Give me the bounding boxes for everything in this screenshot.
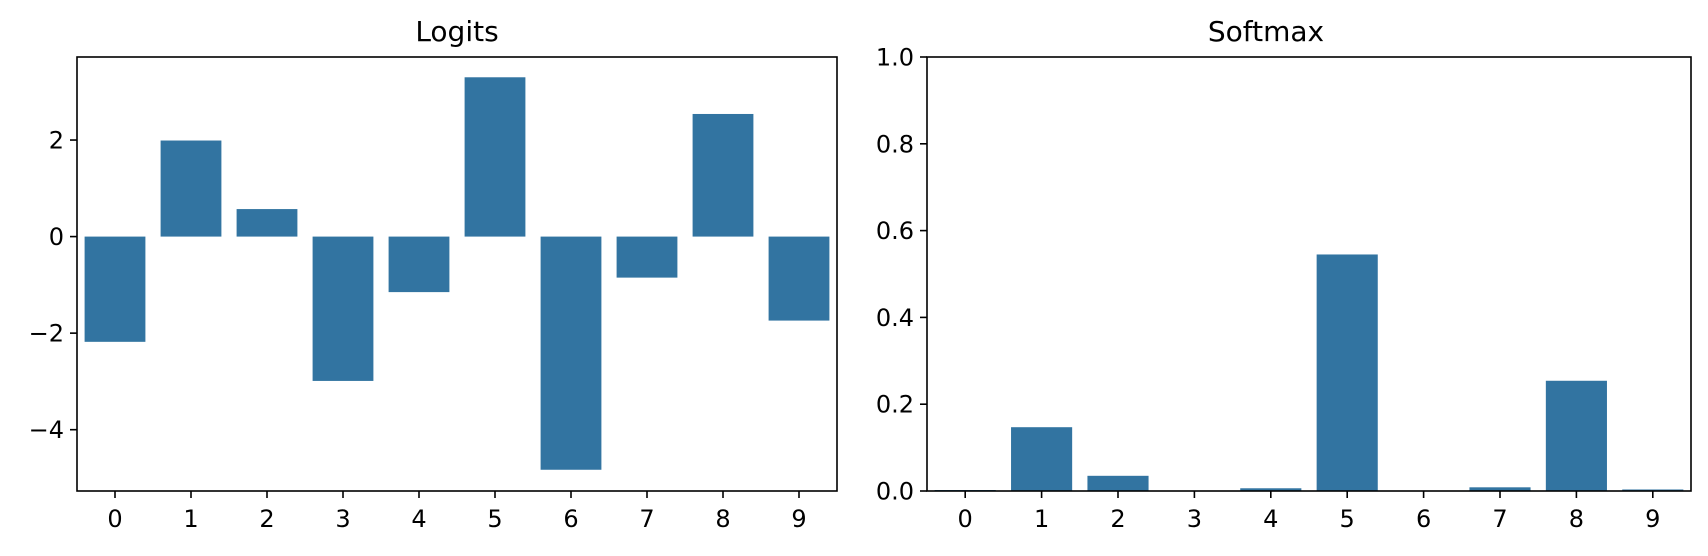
softmax-x-tick-label: 7 <box>1492 505 1507 533</box>
logits-x-tick-label: 2 <box>259 505 274 533</box>
softmax-bar-5 <box>1316 254 1378 491</box>
softmax-x-tick-label: 5 <box>1340 505 1355 533</box>
logits-y-tick-label: 0 <box>49 223 64 251</box>
logits-x-tick-label: 6 <box>563 505 578 533</box>
logits-x-tick-label: 4 <box>411 505 426 533</box>
logits-x-tick-label: 0 <box>107 505 122 533</box>
softmax-x-tick-label: 4 <box>1263 505 1278 533</box>
softmax-x-tick-label: 8 <box>1569 505 1584 533</box>
softmax-y-tick-label: 0.6 <box>876 217 914 245</box>
softmax-bar-1 <box>1011 427 1073 491</box>
softmax-y-axis: 0.0 0.2 0.4 0.6 0.8 1.0 <box>876 44 927 506</box>
logits-y-tick-label: −4 <box>29 416 64 444</box>
softmax-chart-title: Softmax <box>1208 15 1324 48</box>
softmax-bar-4 <box>1240 488 1302 491</box>
logits-x-tick-label: 5 <box>487 505 502 533</box>
logits-y-axis: −4 −2 0 2 <box>29 127 77 444</box>
logits-x-tick-label: 8 <box>715 505 730 533</box>
softmax-y-tick-label: 0.4 <box>876 304 914 332</box>
softmax-axes-frame <box>926 56 1692 492</box>
logits-x-tick-label: 3 <box>335 505 350 533</box>
logits-x-tick-label: 7 <box>639 505 654 533</box>
softmax-x-axis: 0 1 2 3 4 5 6 7 8 9 <box>958 491 1660 533</box>
softmax-chart: Softmax 0 1 2 3 4 5 6 7 8 9 0.0 0.2 0.4 0.6 0.8 1.0 <box>876 15 1692 533</box>
softmax-bar-2 <box>1087 475 1149 491</box>
softmax-y-tick-label: 0.0 <box>876 478 914 506</box>
logits-x-axis: 0 1 2 3 4 5 6 7 8 9 <box>107 491 807 533</box>
logits-bar-6 <box>540 236 602 470</box>
logits-bar-7 <box>616 236 678 278</box>
logits-chart: Logits 0 1 2 3 4 5 6 7 8 9 −4 −2 0 2 <box>29 15 838 533</box>
softmax-y-tick-label: 1.0 <box>876 44 914 72</box>
logits-bar-2 <box>236 209 298 237</box>
logits-y-tick-label: −2 <box>29 320 64 348</box>
logits-chart-title: Logits <box>415 15 498 48</box>
softmax-y-tick-label: 0.8 <box>876 130 914 158</box>
softmax-bars <box>934 254 1684 491</box>
softmax-x-tick-label: 2 <box>1110 505 1125 533</box>
logits-x-tick-label: 9 <box>791 505 806 533</box>
softmax-y-tick-label: 0.2 <box>876 391 914 419</box>
softmax-x-tick-label: 0 <box>958 505 973 533</box>
logits-y-tick-label: 2 <box>49 127 64 155</box>
logits-axes-frame <box>76 56 838 492</box>
logits-bar-0 <box>84 236 146 342</box>
softmax-bar-7 <box>1469 487 1531 491</box>
softmax-x-tick-label: 1 <box>1034 505 1049 533</box>
softmax-x-tick-label: 6 <box>1416 505 1431 533</box>
logits-x-tick-label: 1 <box>183 505 198 533</box>
softmax-x-tick-label: 3 <box>1187 505 1202 533</box>
logits-bar-1 <box>160 140 222 237</box>
logits-bars <box>84 77 830 470</box>
softmax-x-tick-label: 9 <box>1645 505 1660 533</box>
logits-bar-4 <box>388 236 450 293</box>
logits-bar-9 <box>768 236 830 321</box>
logits-bar-8 <box>692 113 754 237</box>
logits-bar-3 <box>312 236 374 381</box>
logits-bar-5 <box>464 77 526 237</box>
softmax-bar-8 <box>1545 380 1607 491</box>
